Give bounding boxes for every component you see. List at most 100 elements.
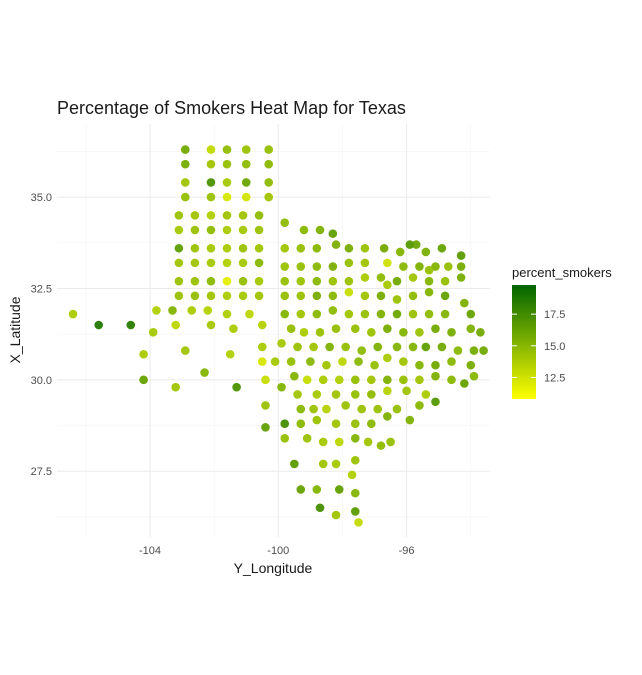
chart-title: Percentage of Smokers Heat Map for Texas [57,98,406,118]
data-point [437,342,447,352]
data-point [174,243,184,253]
legend-tick-label: 15.0 [544,341,565,353]
data-point [338,357,347,366]
data-point [399,328,408,337]
data-point [350,507,360,516]
data-point [254,211,264,220]
data-point [444,262,453,271]
data-point [168,306,177,315]
data-point [296,309,306,319]
legend-title: percent_smokers [512,265,612,280]
data-point [360,291,370,301]
data-point [354,518,363,527]
data-point [447,357,456,366]
data-point [206,145,216,154]
data-point [431,324,440,333]
data-point [373,342,383,352]
data-point [367,390,376,399]
data-point [139,349,148,359]
data-point [152,306,161,315]
data-point [238,211,248,220]
data-point [315,503,325,513]
data-point [331,459,341,469]
data-point [469,346,479,355]
data-point [402,386,411,396]
data-point [350,488,360,498]
data-point [190,258,200,268]
data-point [456,251,466,260]
data-point [405,240,415,249]
data-point [203,306,213,315]
data-point [363,437,373,447]
data-point [399,262,408,271]
data-point [408,291,418,301]
data-point [331,240,341,249]
data-point [424,276,434,286]
data-point [222,258,232,268]
data-point [344,309,354,319]
data-point [344,287,354,297]
data-point [447,375,456,385]
data-point [367,375,376,385]
data-point [328,291,338,301]
data-point [341,342,350,352]
data-point [238,258,248,268]
data-point [341,401,350,410]
grid-lines [57,124,490,537]
data-point [222,178,232,187]
data-point [360,258,370,268]
x-axis-ticks: -104 -100 -96 [139,545,415,557]
data-point [280,434,290,443]
data-point [190,291,200,301]
data-point [222,211,232,220]
data-point [440,291,450,301]
y-axis-ticks: 27.5 30.0 32.5 35.0 [31,192,52,478]
data-point [280,262,290,271]
data-point [350,324,360,333]
data-point [392,404,402,414]
data-point [383,324,392,333]
data-point [206,178,216,187]
data-point [290,371,299,381]
data-point [180,159,190,169]
data-point [479,346,488,355]
data-point [190,225,200,235]
data-point [261,375,270,385]
data-point [312,276,322,286]
data-point [318,375,328,385]
data-point [453,346,463,355]
data-point [350,419,360,428]
data-point [315,225,325,235]
data-point [206,258,216,268]
data-point [299,328,309,337]
data-point [318,437,328,447]
data-point [373,404,383,414]
data-point [174,276,184,286]
data-point [254,243,264,253]
data-point [322,404,331,414]
data-point [222,309,232,319]
data-point [383,412,392,421]
data-point [296,276,306,286]
data-point [180,178,190,187]
data-point [206,276,216,286]
data-point [331,390,341,399]
data-point [126,320,136,330]
data-point [306,357,315,366]
data-point [383,386,392,396]
data-point [437,243,447,253]
data-point [261,423,270,432]
data-point [206,192,216,202]
x-tick-label: -100 [267,545,289,557]
data-point [296,419,306,428]
data-point [424,287,434,297]
legend-tick-label: 17.5 [544,309,565,321]
data-point [392,342,402,352]
data-point [296,243,306,253]
data-point [302,375,312,385]
data-point [383,375,392,385]
data-point [222,243,232,253]
data-point [328,262,338,271]
data-point [94,320,103,330]
data-point [383,280,392,290]
